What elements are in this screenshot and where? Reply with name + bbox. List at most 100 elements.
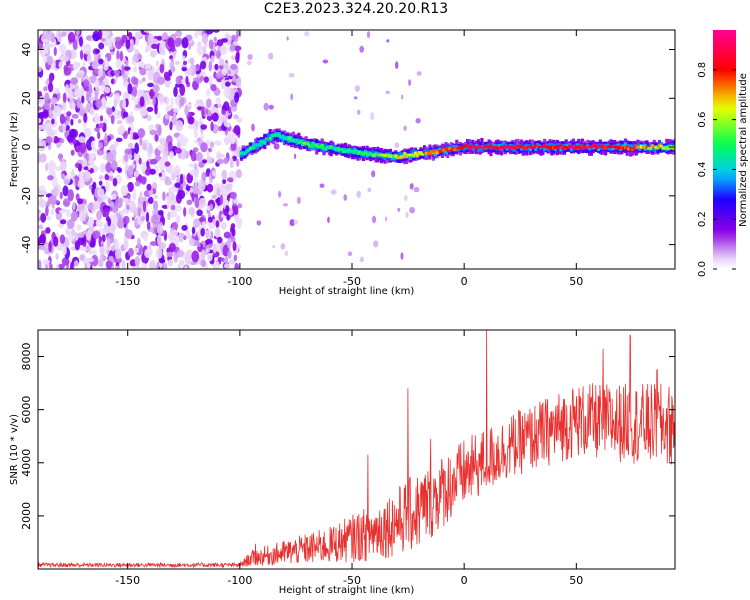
noise-blob	[101, 234, 106, 243]
noise-blob	[104, 56, 108, 68]
ridge-cell	[491, 143, 495, 148]
ridge-cell	[354, 149, 358, 153]
ridge-cell	[259, 139, 263, 143]
noise-blob	[110, 78, 115, 85]
ridge-cell	[537, 146, 541, 149]
noise-blob	[200, 60, 207, 70]
ridge-cell	[474, 147, 479, 151]
ridge-cell	[396, 156, 400, 160]
ridge-cell	[613, 145, 617, 149]
noise-blob	[121, 259, 126, 269]
noise-blob	[121, 197, 130, 203]
noise-blob	[167, 259, 174, 267]
ridge-cell	[288, 136, 292, 140]
noise-blob	[170, 97, 174, 110]
noise-blob	[158, 172, 162, 177]
noise-blob	[70, 261, 74, 269]
noise-blob	[70, 211, 79, 222]
noise-blob	[196, 241, 201, 248]
ridge-cell	[665, 146, 669, 150]
noise-blob	[145, 211, 150, 223]
noise-blob	[214, 63, 219, 71]
noise-blob	[104, 132, 108, 144]
ridge-cell	[672, 146, 675, 150]
noise-blob	[205, 30, 214, 35]
noise-blob	[48, 82, 54, 93]
ridge-cell	[518, 143, 522, 154]
ridge-cell	[487, 145, 491, 149]
noise-blob	[104, 173, 110, 181]
noise-blob	[220, 44, 228, 56]
ridge-cell	[598, 145, 602, 148]
ridge-cell	[485, 145, 489, 148]
noise-blob	[221, 222, 227, 230]
ridge-cell	[510, 145, 514, 149]
noise-blob	[141, 262, 146, 269]
noise-blob	[208, 60, 213, 72]
noise-blob	[56, 142, 60, 149]
noise-blob	[195, 120, 199, 129]
noise-blob	[232, 155, 237, 162]
heatmap-y-axis-label: Frequency (Hz)	[9, 112, 20, 188]
ridge-cell	[539, 145, 543, 148]
noise-blob	[138, 157, 142, 165]
noise-blob	[188, 238, 195, 246]
noise-blob	[205, 108, 209, 115]
noise-blob	[112, 205, 117, 214]
noise-blob	[159, 258, 166, 264]
noise-blob	[83, 43, 92, 55]
noise-blob	[61, 31, 67, 37]
ridge-cell	[335, 147, 339, 152]
ridge-cell	[596, 145, 601, 151]
noise-blob	[216, 72, 223, 79]
ridge-cell	[584, 145, 588, 150]
ridge-cell	[327, 145, 331, 150]
noise-blob	[204, 43, 208, 48]
noise-blob	[224, 183, 232, 191]
noise-blob	[38, 106, 43, 111]
ridge-cell	[374, 152, 378, 156]
noise-blob	[155, 247, 163, 259]
noise-blob	[151, 38, 159, 45]
noise-blob	[273, 143, 280, 150]
ridge-cell	[498, 143, 502, 150]
ridge-cell	[530, 143, 534, 149]
ridge-cell	[658, 143, 662, 147]
noise-blob	[110, 223, 117, 232]
ridge-cell	[426, 152, 430, 156]
ridge-cell	[618, 145, 622, 150]
noise-blob	[39, 195, 43, 204]
y-tick-label: 6000	[20, 396, 33, 424]
ridge-cell	[297, 138, 301, 145]
ridge-cell	[449, 146, 453, 152]
ridge-cell	[596, 145, 601, 148]
ridge-cell	[659, 145, 663, 148]
noise-blob	[93, 115, 101, 124]
noise-blob	[93, 200, 101, 210]
ridge-cell	[311, 141, 315, 146]
ridge-cell	[351, 150, 355, 154]
y-tick-label: 2000	[20, 502, 33, 530]
noise-blob	[71, 102, 76, 111]
ridge-cell	[505, 146, 509, 149]
noise-blob	[123, 153, 129, 162]
noise-blob	[223, 231, 231, 239]
noise-blob	[210, 121, 214, 132]
noise-blob	[220, 79, 226, 90]
ridge-cell	[492, 146, 497, 150]
x-tick-label: -50	[343, 275, 361, 288]
noise-blob	[114, 38, 123, 50]
ridge-cell	[304, 142, 308, 145]
ridge-cell	[663, 147, 667, 150]
line-frame	[37, 329, 676, 570]
noise-blob	[359, 45, 365, 53]
noise-blob	[183, 235, 187, 241]
noise-blob	[122, 98, 127, 110]
noise-blob	[343, 194, 348, 201]
noise-blob	[102, 30, 111, 39]
noise-blob	[134, 256, 141, 267]
noise-blob	[174, 37, 182, 48]
ridge-cell	[318, 145, 322, 149]
noise-blob	[120, 184, 129, 197]
noise-blob	[48, 241, 52, 253]
